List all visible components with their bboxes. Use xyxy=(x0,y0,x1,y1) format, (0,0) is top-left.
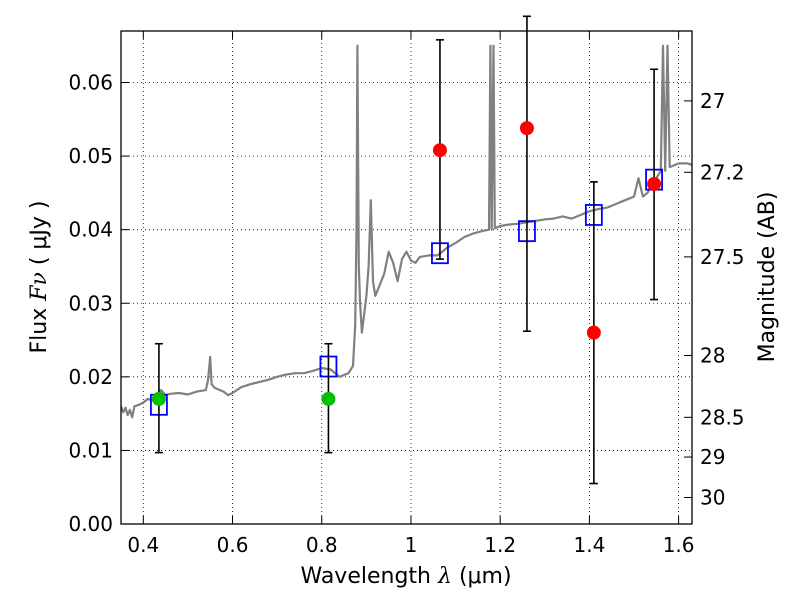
y2-tick-label: 27.2 xyxy=(700,160,745,184)
detection-point xyxy=(321,391,336,406)
y-axis-label: Flux Fν ( μJy ) xyxy=(27,200,52,353)
sed-model-line xyxy=(121,44,692,419)
nondetection-point xyxy=(586,325,601,340)
y-tick-label: 0.04 xyxy=(68,218,113,242)
x-axis-label: Wavelength λ (μm) xyxy=(300,564,511,589)
y-tick-label: 0.05 xyxy=(68,144,113,168)
y-tick-label: 0.02 xyxy=(68,365,113,389)
y2-tick-label: 29 xyxy=(700,445,725,469)
x-tick-label: 1.2 xyxy=(484,533,516,557)
x-tick-label: 1 xyxy=(405,533,418,557)
x-tick-label: 0.6 xyxy=(217,533,249,557)
y2-tick-label: 27.5 xyxy=(700,245,745,269)
grid xyxy=(121,31,692,525)
nondetection-point xyxy=(647,177,662,192)
y-tick-label: 0.01 xyxy=(68,438,113,462)
series xyxy=(121,44,692,419)
y-tick-label: 0.00 xyxy=(68,512,113,536)
plot-frame xyxy=(120,30,693,525)
x-tick-label: 1.4 xyxy=(573,533,605,557)
y2-tick-label: 27 xyxy=(700,89,725,113)
y-tick-label: 0.03 xyxy=(68,291,113,315)
y-tick-label: 0.06 xyxy=(68,71,113,95)
y2-tick-label: 28 xyxy=(700,343,725,367)
y2-axis-label: Magnitude (AB) xyxy=(755,192,780,363)
nondetection-point xyxy=(519,121,534,136)
ticks: 0.4 0.6 0.8 1 1.2 1.4 1.6 0.00 0.01 0.02 0.03 0.04 0… xyxy=(68,31,745,557)
y2-tick-label: 30 xyxy=(700,486,725,510)
points xyxy=(150,15,663,485)
x-tick-label: 0.4 xyxy=(127,533,159,557)
x-tick-label: 1.6 xyxy=(663,533,695,557)
y2-tick-label: 28.5 xyxy=(700,405,745,429)
detection-point xyxy=(151,391,166,406)
x-tick-label: 0.8 xyxy=(306,533,338,557)
nondetection-point xyxy=(432,143,447,158)
